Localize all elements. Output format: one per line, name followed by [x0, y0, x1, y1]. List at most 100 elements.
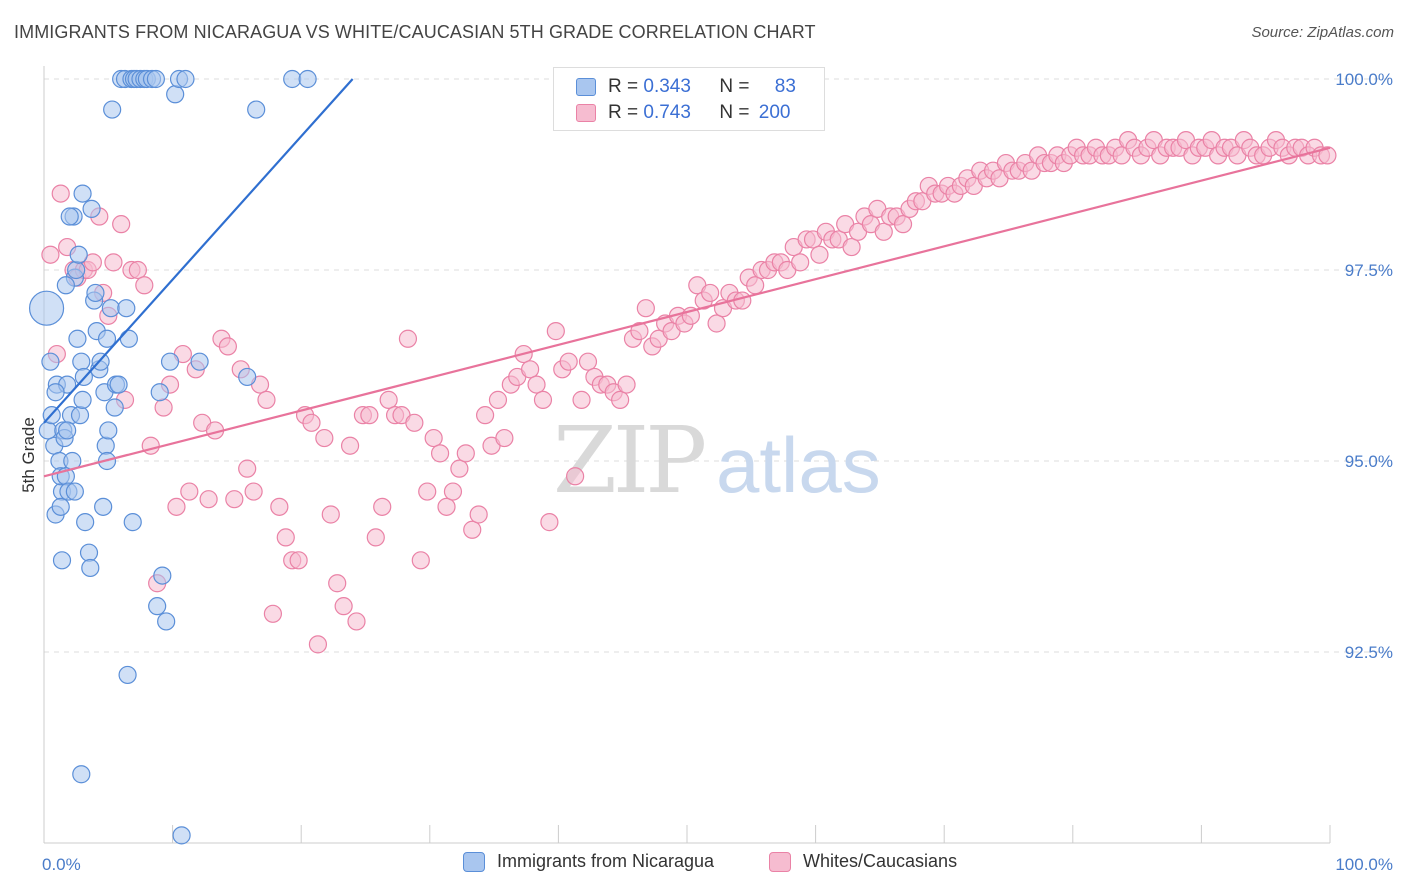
white-point-81	[546, 322, 565, 341]
bottom-legend-label-blue: Immigrants from Nicaragua	[497, 851, 715, 871]
legend-row-pink: R = 0.743 N = 200	[576, 100, 790, 126]
legend-n-value: 200	[758, 102, 791, 123]
nicaragua-point-24	[72, 352, 91, 371]
white-point-72	[488, 390, 508, 409]
nicaragua-point-80	[58, 421, 77, 440]
white-point-30	[218, 337, 237, 356]
white-point-38	[270, 497, 289, 516]
source-label: Source: ZipAtlas.com	[1251, 24, 1394, 41]
nicaragua-point-49	[119, 329, 138, 348]
nicaragua-point-68	[247, 100, 266, 119]
white-point-119	[791, 253, 810, 272]
nicaragua-point-66	[190, 352, 209, 371]
nicaragua-point-78	[72, 765, 91, 784]
white-point-55	[379, 390, 398, 409]
white-point-65	[443, 482, 463, 501]
x-tick-label-1: 100.0%	[1335, 855, 1393, 874]
white-point-8	[83, 253, 102, 272]
nicaragua-point-77	[118, 665, 137, 685]
white-point-50	[347, 612, 366, 631]
nicaragua-point-48	[117, 299, 136, 318]
white-point-62	[424, 428, 443, 448]
legend-n-value: 83	[774, 76, 796, 97]
watermark: ZIP atlas	[553, 407, 881, 514]
nicaragua-point-45	[109, 375, 128, 394]
white-point-60	[411, 551, 430, 570]
legend-n-label: N =	[719, 76, 750, 97]
bottom-legend-item-pink: Whites/Caucasians	[769, 851, 957, 872]
white-point-2	[51, 184, 70, 203]
white-point-36	[257, 390, 276, 409]
white-point-86	[578, 352, 598, 371]
white-point-122	[810, 245, 829, 264]
trend-lines	[43, 78, 1331, 478]
legend-r-value: 0.343	[643, 76, 691, 97]
bottom-legend-item-blue: Immigrants from Nicaragua	[463, 851, 714, 872]
series-immigrants-nicaragua	[28, 69, 317, 845]
nicaragua-point-42	[103, 100, 122, 119]
white-point-85	[572, 390, 591, 409]
chart-title: IMMIGRANTS FROM NICARAGUA VS WHITE/CAUCA…	[14, 22, 816, 42]
grid	[44, 78, 1390, 653]
white-point-92	[617, 375, 636, 394]
nicaragua-point-61	[157, 612, 176, 631]
white-point-16	[128, 260, 147, 280]
nicaragua-point-60	[153, 566, 172, 585]
nicaragua-point-51	[123, 513, 142, 532]
white-point-22	[167, 497, 186, 516]
white-point-68	[463, 520, 482, 539]
white-point-33	[238, 459, 257, 478]
trend-line-whites	[43, 146, 1331, 478]
nicaragua-point-76	[148, 597, 167, 616]
bottom-legend-swatch-pink	[769, 851, 791, 872]
legend-n-label: N =	[719, 102, 750, 123]
nicaragua-point-36	[94, 497, 113, 516]
nicaragua-point-0	[28, 290, 65, 326]
white-point-112	[746, 276, 765, 295]
nicaragua-point-62	[160, 352, 180, 371]
x-tick-label-0: 0.0%	[42, 855, 81, 874]
nicaragua-point-41	[101, 299, 120, 318]
white-point-31	[225, 490, 244, 509]
legend-r-value: 0.743	[643, 102, 691, 123]
nicaragua-point-10	[51, 497, 70, 516]
white-point-52	[360, 406, 379, 425]
y-tick-label-3: 100.0%	[1335, 70, 1393, 89]
legend-row-blue: R = 0.343 N = 83	[576, 74, 796, 100]
watermark-zip: ZIP	[553, 407, 704, 514]
nicaragua-point-81	[65, 482, 84, 501]
nicaragua-point-67	[238, 367, 257, 387]
white-point-17	[135, 276, 154, 295]
series-whites-caucasians	[41, 131, 1337, 654]
white-point-110	[733, 291, 752, 310]
white-point-201	[1318, 146, 1337, 165]
y-tick-label-0: 92.5%	[1345, 643, 1393, 662]
white-point-53	[366, 528, 385, 547]
white-point-127	[842, 237, 861, 257]
white-point-83	[559, 352, 578, 371]
white-point-64	[437, 497, 456, 516]
white-point-18	[141, 436, 160, 455]
nicaragua-point-38	[96, 436, 115, 455]
white-point-13	[112, 215, 131, 234]
y-tick-label-2: 97.5%	[1345, 261, 1393, 280]
white-point-45	[315, 428, 334, 448]
nicaragua-point-27	[76, 513, 95, 532]
legend-r-label: R =	[608, 76, 639, 97]
nicaragua-point-40	[99, 421, 118, 440]
nicaragua-point-43	[105, 398, 124, 417]
stats-legend: R = 0.343 N = 83 R = 0.743 N = 200	[553, 67, 825, 131]
nicaragua-point-58	[146, 69, 165, 89]
y-tick-label-1: 95.0%	[1345, 452, 1393, 471]
nicaragua-point-82	[46, 383, 65, 402]
white-point-47	[328, 574, 347, 593]
white-point-79	[533, 390, 553, 409]
white-point-44	[308, 635, 328, 654]
white-point-58	[398, 329, 418, 348]
nicaragua-point-3	[38, 421, 57, 440]
nicaragua-point-1	[41, 352, 60, 371]
white-point-49	[340, 436, 360, 455]
nicaragua-point-32	[86, 283, 105, 303]
y-axis-label: 5th Grade	[19, 417, 38, 493]
